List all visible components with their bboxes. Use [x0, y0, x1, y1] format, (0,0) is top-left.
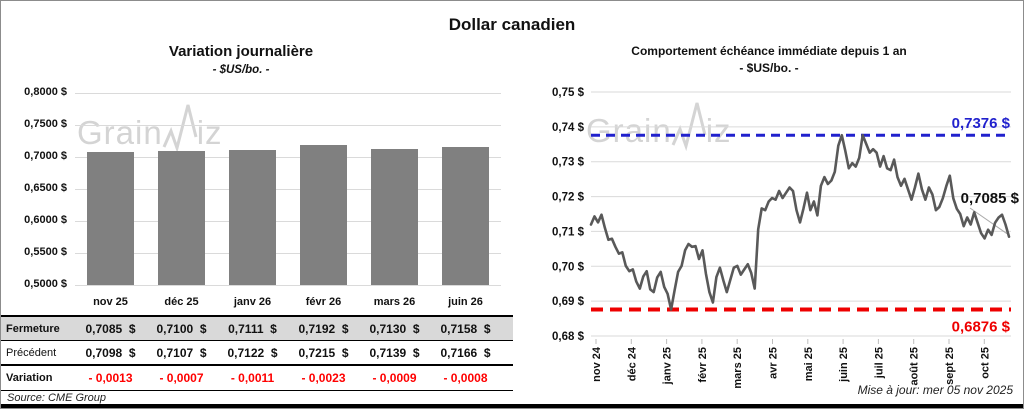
updated-note: Mise à jour: mer 05 nov 2025 — [857, 383, 1013, 397]
label-leader-line — [969, 207, 1008, 235]
current-price-label: 0,7085 $ — [961, 190, 1020, 207]
y-axis-tick-label: 0,6000 $ — [24, 214, 67, 226]
price-series — [589, 133, 1011, 311]
month-header-cell: mars 26 — [373, 296, 416, 308]
table-cell: 0,7130 $ — [369, 321, 420, 336]
table-cell: 0,7100 $ — [156, 321, 207, 336]
x-axis-tick-label: déc 24 — [626, 346, 638, 381]
x-axis-tick-label: sept 25 — [944, 347, 956, 385]
grainwiz-watermark: Grain iz — [77, 104, 223, 154]
bar-nov 25 — [87, 151, 134, 285]
table-cell: 0,7098 $ — [85, 345, 136, 360]
bar-juin 26 — [442, 146, 489, 285]
bar-mars 26 — [371, 148, 418, 285]
table-row-fermeture: Fermeture 0,7085 $ 0,7100 $ 0,7111 $ 0,7192 … — [1, 315, 513, 341]
y-axis-tick-label: 0,71 $ — [552, 226, 585, 238]
y-axis-tick-label: 0,74 $ — [552, 122, 585, 134]
bottom-bar — [1, 404, 1023, 408]
grainwiz-watermark: Grain iz — [586, 102, 732, 152]
y-axis-tick-label: 0,72 $ — [552, 192, 585, 204]
gridline — [75, 253, 501, 254]
table-cell: 0,7158 $ — [440, 321, 491, 336]
source-note: Source: CME Group — [7, 392, 107, 404]
x-axis-tick-label: nov 24 — [591, 346, 603, 382]
gridline — [75, 125, 501, 126]
x-axis-tick-label: juil 25 — [873, 347, 885, 379]
bar-chart-subtitle: - $US/bo. - — [212, 64, 270, 76]
table-cell: 0,7166 $ — [440, 345, 491, 360]
row-label: Précédent — [6, 346, 57, 359]
table-cell: - 0,0008 — [443, 371, 488, 385]
y-axis-tick-label: 0,69 $ — [552, 296, 585, 308]
watermark-text: iz — [196, 114, 223, 151]
bar-févr 26 — [300, 144, 347, 285]
table-cell: - 0,0011 — [230, 371, 275, 385]
table-row-variation: Variation - 0,0013 - 0,0007 - 0,0011 - 0,002… — [1, 366, 513, 391]
gridline — [75, 221, 501, 222]
resistance-label: 0,7376 $ — [952, 115, 1011, 132]
line-chart-subtitle: - $US/bo. - — [739, 61, 799, 75]
y-axis-tick-label: 0,5000 $ — [24, 278, 67, 290]
gridline — [75, 157, 501, 158]
x-axis-tick-label: mai 25 — [803, 347, 815, 381]
bar-janv 26 — [229, 149, 276, 285]
bar-chart-title: Variation journalière — [168, 43, 314, 60]
page-title: Dollar canadien — [448, 15, 576, 34]
gridline — [75, 93, 501, 94]
gridline — [75, 285, 501, 286]
support-label: 0,6876 $ — [952, 319, 1011, 336]
y-axis-tick-label: 0,75 $ — [552, 87, 585, 99]
x-axis-tick-label: mars 25 — [732, 347, 744, 389]
y-axis-tick-label: 0,5500 $ — [24, 246, 67, 258]
table-cell: 0,7122 $ — [227, 345, 278, 360]
month-header-cell: févr 26 — [305, 296, 342, 308]
watermark-text: iz — [705, 112, 732, 149]
table-row-précédent: Précédent 0,7098 $ 0,7107 $ 0,7122 $ 0,7215 … — [1, 341, 513, 366]
watermark-text: Grain — [586, 112, 672, 149]
watermark-spike-icon — [162, 104, 198, 154]
y-axis-tick-label: 0,8000 $ — [24, 86, 67, 98]
month-header-cell: janv 26 — [233, 296, 272, 308]
x-axis-tick-label: oct 25 — [979, 347, 991, 379]
y-axis-tick-label: 0,70 $ — [552, 261, 585, 273]
month-header-row: nov 25 déc 25 janv 26 févr 26 mars 26 juin 26 — [1, 289, 513, 315]
x-axis-tick-label: août 25 — [909, 347, 921, 386]
y-axis-tick-label: 0,6500 $ — [24, 182, 67, 194]
table-cell: 0,7085 $ — [85, 321, 136, 336]
table-cell: 0,7107 $ — [156, 345, 207, 360]
watermark-text: Grain — [77, 114, 163, 151]
row-label: Fermeture — [6, 322, 60, 335]
x-axis-tick-label: févr 25 — [697, 347, 709, 382]
watermark-spike-icon — [671, 102, 707, 152]
table-cell: 0,7111 $ — [228, 321, 277, 336]
month-header-cell: juin 26 — [448, 296, 483, 308]
line-chart-title: Comportement échéance immédiate depuis 1… — [631, 44, 907, 58]
table-cell: 0,7139 $ — [369, 345, 420, 360]
table-cell: - 0,0007 — [159, 371, 204, 385]
table-cell: 0,7215 $ — [298, 345, 349, 360]
table-cell: - 0,0009 — [372, 371, 417, 385]
x-axis-tick-label: janv 25 — [662, 347, 674, 385]
gridline — [75, 189, 501, 190]
row-label: Variation — [6, 372, 53, 384]
table-cell: - 0,0023 — [301, 371, 346, 385]
y-axis-tick-label: 0,68 $ — [552, 331, 585, 343]
line-chart-plot: 0,75 $ 0,74 $ 0,73 $ 0,72 $ 0,71 $ 0,70 $ 0,69… — [552, 87, 1020, 389]
bar-chart-plot: 0,8000 $ 0,7500 $ 0,7000 $ 0,6500 $ 0,6000 $… — [1, 1, 513, 291]
y-axis-tick-label: 0,7500 $ — [24, 118, 67, 130]
y-axis-tick-label: 0,7000 $ — [24, 150, 67, 162]
table-cell: 0,7192 $ — [298, 321, 349, 336]
x-axis-tick-label: juin 25 — [838, 347, 850, 383]
y-axis-tick-label: 0,73 $ — [552, 157, 585, 169]
table-cell: - 0,0013 — [88, 371, 133, 385]
month-header-cell: déc 25 — [164, 296, 199, 308]
bar-déc 25 — [158, 150, 205, 285]
x-axis-tick-label: avr 25 — [768, 347, 780, 379]
month-header-cell: nov 25 — [93, 296, 128, 308]
